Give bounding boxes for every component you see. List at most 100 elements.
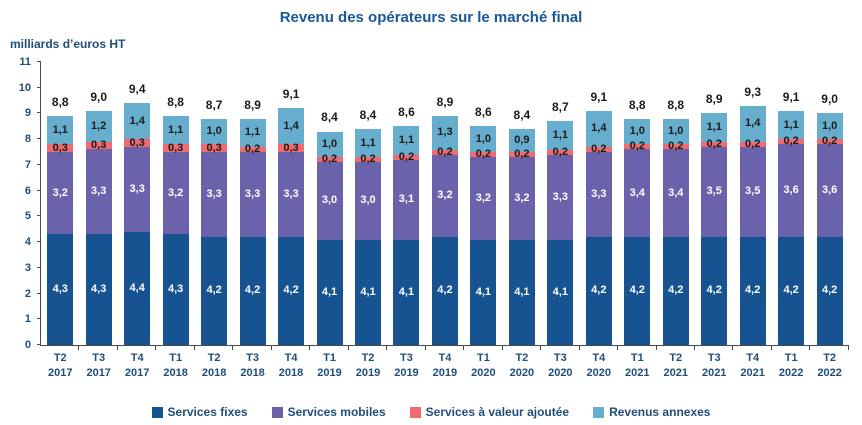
bar-segment: 1,1 [354,128,381,158]
x-axis-tick-label: T2 2021 [663,352,688,379]
bar-total-label: 8,8 [167,95,184,110]
legend-swatch [409,406,421,418]
bar-segment: 3,3 [585,152,612,237]
bar-total-label: 8,8 [667,97,685,112]
x-axis-tick-label: T2 2018 [201,352,227,379]
bar-segment: 0,2 [354,154,381,165]
bar-total-label: 8,4 [359,107,377,122]
bar-segment-value-label: 3,4 [668,186,684,199]
bar-segment: 3,5 [739,146,766,237]
bar-segment-value-label: 1,1 [783,118,799,131]
bar-segment: 4,1 [508,239,535,345]
bar-segment-value-label: 1,0 [668,124,684,137]
y-axis-tick-mark [37,189,41,191]
legend-item: Services à valeur ajoutée [409,405,569,419]
bar-segment-value-label: 3,2 [514,191,530,204]
x-axis-tick-label: T4 2020 [586,352,612,379]
bar-total-label: 8,4 [513,107,531,122]
bar-segment-value-label: 4,1 [321,285,338,298]
bar-segment-value-label: 0,3 [206,141,222,154]
bar-total-label: 9,3 [744,84,762,99]
bar-segment-value-label: 0,2 [591,143,607,155]
bar-segment-value-label: 3,0 [321,194,338,207]
x-axis-tick-label: T2 2017 [47,352,73,379]
y-axis-tick-label: 7 [24,158,31,171]
y-axis-tick-label: 10 [18,81,31,94]
x-axis-tick-mark [463,346,465,350]
bar-segment-value-label: 3,5 [745,185,761,198]
y-axis-tick-label: 9 [24,107,31,120]
bars-container: 4,3 3,2 0,3 1,1 8,8 T2 2017 4,3 3,3 0,3 1,2 9,0 T3 20… [41,62,849,379]
bar-segment: 3,2 [47,152,74,235]
bar-segment-value-label: 1,0 [629,124,645,137]
bar-total-label: 8,8 [51,95,69,110]
bar-group: 4,4 3,3 0,3 1,4 9,4 T4 2017 [118,62,157,379]
stacked-bar: 4,1 3,0 0,2 1,0 [316,131,343,345]
bar-segment-value-label: 4,1 [475,285,492,298]
stacked-bar: 4,2 3,2 0,2 1,3 [431,116,458,345]
x-axis-tick-label: T1 2018 [163,352,188,379]
bar-group: 4,3 3,2 0,3 1,1 8,8 T2 2017 [41,62,80,379]
x-axis-tick-label: T4 2018 [278,352,304,379]
stacked-bar: 4,4 3,3 0,3 1,4 [124,103,151,345]
bar-total-label: 8,6 [398,105,415,120]
bar-total-label: 8,4 [321,110,338,125]
bar-segment: 1,0 [201,118,228,145]
x-axis-tick-label: T3 2020 [548,352,573,379]
bar-total-label: 8,6 [475,105,492,120]
stacked-bar: 4,2 3,6 0,2 1,1 [778,110,805,345]
y-axis-tick-label: 0 [24,339,31,351]
stacked-bar: 4,2 3,4 0,2 1,0 [662,118,689,345]
legend-swatch [271,406,283,418]
bar-segment-value-label: 3,3 [244,188,261,200]
stacked-bar: 4,1 3,1 0,2 1,1 [393,126,420,345]
legend-item: Services mobiles [271,405,386,419]
x-axis-tick-mark [847,346,849,350]
x-axis-tick-mark [116,346,118,350]
bar-segment-value-label: 3,2 [437,189,453,202]
x-axis-tick-mark [78,346,80,350]
bar-segment-value-label: 0,2 [821,135,838,148]
bar-segment-value-label: 3,6 [821,184,838,197]
bar-segment: 4,2 [624,236,651,345]
bar-segment-value-label: 4,2 [745,284,761,297]
x-axis-tick-mark [193,346,195,350]
x-axis-tick-label: T3 2021 [701,352,727,379]
y-axis-tick-label: 6 [24,184,31,197]
y-axis-unit-label: milliards d’euros HT [10,37,126,51]
bar-segment: 1,3 [431,116,458,150]
bar-segment-value-label: 4,2 [668,284,684,297]
x-axis-tick-mark [770,346,772,350]
bar-segment-value-label: 4,4 [129,281,145,294]
bar-segment-value-label: 0,3 [167,141,184,154]
bar-group: 4,3 3,2 0,3 1,1 8,8 T1 2018 [156,62,195,379]
x-axis-tick-mark [155,346,157,350]
y-axis-tick-mark [37,318,41,320]
bar-segment: 0,9 [508,128,535,153]
bar-segment: 4,3 [47,234,74,345]
stacked-bar: 4,3 3,2 0,3 1,1 [162,116,189,345]
bar-segment-value-label: 0,2 [629,140,645,153]
y-axis-tick-mark [37,344,41,345]
bar-segment: 0,3 [47,141,74,154]
y-axis-tick-label: 3 [24,261,31,274]
bar-segment-value-label: 1,3 [437,126,453,139]
stacked-bar: 4,1 3,0 0,2 1,1 [354,128,381,345]
bar-segment: 0,2 [393,151,420,162]
bar-segment-value-label: 0,2 [783,135,799,148]
bar-segment: 4,2 [201,236,228,345]
bar-total-label: 8,9 [436,95,454,110]
bar-group: 4,1 3,0 0,2 1,1 8,4 T2 2019 [349,62,388,379]
bar-segment: 0,2 [239,144,266,155]
bar-group: 4,3 3,3 0,3 1,2 9,0 T3 2017 [79,62,118,379]
bar-segment-value-label: 0,2 [668,140,684,153]
bar-segment: 4,1 [316,239,343,345]
x-axis-tick-label: T1 2022 [778,352,804,379]
bar-segment-value-label: 0,3 [52,141,68,154]
bar-segment-value-label: 1,1 [167,123,184,136]
bar-segment: 0,2 [508,149,535,160]
bar-segment: 3,3 [278,152,305,237]
x-axis-tick-label: T4 2019 [432,352,458,379]
bar-segment: 1,4 [278,108,305,145]
bar-total-label: 9,0 [821,92,838,107]
